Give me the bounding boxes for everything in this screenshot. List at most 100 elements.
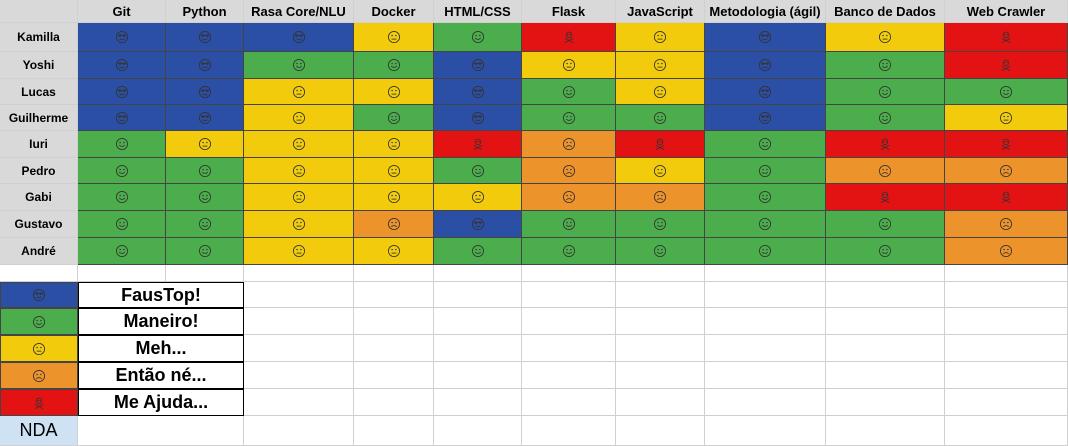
empty-cell[interactable] xyxy=(616,282,705,308)
rating-cell[interactable] xyxy=(78,79,166,105)
rating-cell[interactable] xyxy=(616,131,705,158)
column-header[interactable]: Python xyxy=(166,0,244,23)
rating-cell[interactable] xyxy=(826,211,945,238)
empty-cell[interactable] xyxy=(826,416,945,446)
rating-cell[interactable] xyxy=(826,79,945,105)
rating-cell[interactable] xyxy=(244,158,354,184)
rating-cell[interactable] xyxy=(705,211,826,238)
rating-cell[interactable] xyxy=(166,52,244,79)
rating-cell[interactable] xyxy=(354,158,434,184)
row-header[interactable]: Lucas xyxy=(0,79,78,105)
rating-cell[interactable] xyxy=(522,79,616,105)
rating-cell[interactable] xyxy=(705,158,826,184)
empty-cell[interactable] xyxy=(616,335,705,362)
column-header[interactable]: Web Crawler xyxy=(945,0,1068,23)
empty-cell[interactable] xyxy=(522,308,616,335)
empty-cell[interactable] xyxy=(616,308,705,335)
rating-cell[interactable] xyxy=(945,184,1068,211)
rating-cell[interactable] xyxy=(354,131,434,158)
rating-cell[interactable] xyxy=(522,184,616,211)
rating-cell[interactable] xyxy=(826,184,945,211)
rating-cell[interactable] xyxy=(78,105,166,131)
rating-cell[interactable] xyxy=(434,52,522,79)
rating-cell[interactable] xyxy=(434,158,522,184)
empty-cell[interactable] xyxy=(244,389,354,416)
empty-cell[interactable] xyxy=(434,335,522,362)
empty-cell[interactable] xyxy=(826,265,945,282)
rating-cell[interactable] xyxy=(354,211,434,238)
rating-cell[interactable] xyxy=(78,211,166,238)
legend-label[interactable]: FausTop! xyxy=(78,282,244,308)
rating-cell[interactable] xyxy=(244,184,354,211)
corner-cell[interactable] xyxy=(0,0,78,23)
column-header[interactable]: Banco de Dados xyxy=(826,0,945,23)
empty-cell[interactable] xyxy=(244,416,354,446)
empty-cell[interactable] xyxy=(434,362,522,389)
rating-cell[interactable] xyxy=(244,79,354,105)
legend-label[interactable]: Então né... xyxy=(78,362,244,389)
rating-cell[interactable] xyxy=(616,52,705,79)
empty-cell[interactable] xyxy=(705,362,826,389)
empty-cell[interactable] xyxy=(616,389,705,416)
empty-cell[interactable] xyxy=(522,362,616,389)
rating-cell[interactable] xyxy=(826,105,945,131)
legend-swatch[interactable] xyxy=(0,282,78,308)
empty-cell[interactable] xyxy=(434,389,522,416)
empty-cell[interactable] xyxy=(354,416,434,446)
rating-cell[interactable] xyxy=(522,211,616,238)
legend-swatch[interactable] xyxy=(0,308,78,335)
column-header[interactable]: Git xyxy=(78,0,166,23)
empty-cell[interactable] xyxy=(705,335,826,362)
rating-cell[interactable] xyxy=(616,211,705,238)
empty-cell[interactable] xyxy=(522,416,616,446)
rating-cell[interactable] xyxy=(945,238,1068,265)
empty-cell[interactable] xyxy=(826,308,945,335)
legend-swatch[interactable] xyxy=(0,362,78,389)
empty-cell[interactable] xyxy=(705,265,826,282)
empty-cell[interactable] xyxy=(354,335,434,362)
rating-cell[interactable] xyxy=(354,238,434,265)
rating-cell[interactable] xyxy=(705,184,826,211)
row-header[interactable]: Kamilla xyxy=(0,23,78,52)
rating-cell[interactable] xyxy=(434,23,522,52)
rating-cell[interactable] xyxy=(945,52,1068,79)
rating-cell[interactable] xyxy=(826,238,945,265)
rating-cell[interactable] xyxy=(78,238,166,265)
rating-cell[interactable] xyxy=(244,52,354,79)
empty-cell[interactable] xyxy=(945,282,1068,308)
rating-cell[interactable] xyxy=(705,52,826,79)
rating-cell[interactable] xyxy=(826,158,945,184)
empty-cell[interactable] xyxy=(826,282,945,308)
empty-cell[interactable] xyxy=(354,282,434,308)
row-header[interactable]: Yoshi xyxy=(0,52,78,79)
rating-cell[interactable] xyxy=(945,211,1068,238)
rating-cell[interactable] xyxy=(166,131,244,158)
empty-cell[interactable] xyxy=(434,282,522,308)
rating-cell[interactable] xyxy=(826,23,945,52)
rating-cell[interactable] xyxy=(166,238,244,265)
empty-cell[interactable] xyxy=(434,265,522,282)
rating-cell[interactable] xyxy=(166,79,244,105)
rating-cell[interactable] xyxy=(166,23,244,52)
rating-cell[interactable] xyxy=(705,79,826,105)
empty-cell[interactable] xyxy=(244,265,354,282)
empty-cell[interactable] xyxy=(354,308,434,335)
legend-label[interactable]: Maneiro! xyxy=(78,308,244,335)
rating-cell[interactable] xyxy=(945,158,1068,184)
rating-cell[interactable] xyxy=(522,105,616,131)
row-header[interactable]: André xyxy=(0,238,78,265)
rating-cell[interactable] xyxy=(354,79,434,105)
empty-cell[interactable] xyxy=(705,389,826,416)
rating-cell[interactable] xyxy=(166,211,244,238)
rating-cell[interactable] xyxy=(244,23,354,52)
column-header[interactable]: Docker xyxy=(354,0,434,23)
rating-cell[interactable] xyxy=(616,79,705,105)
empty-cell[interactable] xyxy=(826,362,945,389)
rating-cell[interactable] xyxy=(705,238,826,265)
empty-cell[interactable] xyxy=(826,335,945,362)
rating-cell[interactable] xyxy=(616,105,705,131)
rating-cell[interactable] xyxy=(616,158,705,184)
empty-cell[interactable] xyxy=(354,389,434,416)
rating-cell[interactable] xyxy=(705,131,826,158)
legend-label[interactable]: Meh... xyxy=(78,335,244,362)
